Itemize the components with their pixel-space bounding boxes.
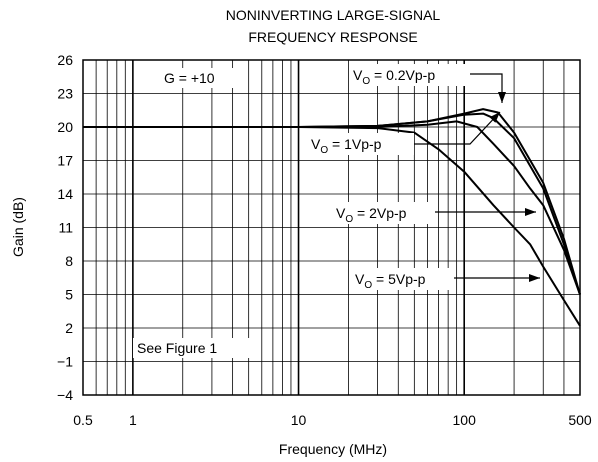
arrow-0-head bbox=[498, 92, 506, 103]
series-label-bg-0 bbox=[350, 64, 470, 86]
arrow-2-head bbox=[525, 208, 536, 216]
chart-title-line2: FREQUENCY RESPONSE bbox=[248, 29, 417, 45]
series-label-2: VO = 2Vp-p bbox=[336, 205, 407, 225]
chart-title-line1: NONINVERTING LARGE-SIGNAL bbox=[226, 7, 441, 23]
series-label-bg-3 bbox=[352, 268, 454, 290]
gain-annotation-bg bbox=[158, 68, 238, 88]
y-tick-label-2: 20 bbox=[57, 119, 73, 135]
arrow-3-head bbox=[529, 274, 540, 282]
y-tick-label-3: 17 bbox=[57, 153, 73, 169]
series-label-0: VO = 0.2Vp-p bbox=[353, 67, 435, 87]
x-tick-label-1: 1 bbox=[129, 412, 137, 428]
series-label-bg-1 bbox=[308, 133, 414, 155]
series-label-3: VO = 5Vp-p bbox=[355, 271, 426, 291]
y-tick-label-10: −4 bbox=[57, 387, 73, 403]
tick-labels: 26 23 20 17 14 11 8 5 2 −1 −40.5 1 10 100 500 bbox=[57, 52, 592, 428]
gain-annotation: G = +10 bbox=[164, 70, 215, 86]
series-label-1: VO = 1Vp-p bbox=[311, 136, 382, 156]
arrow-1-head bbox=[489, 112, 500, 123]
plot-frame bbox=[82, 59, 581, 396]
y-tick-label-1: 23 bbox=[57, 86, 73, 102]
y-tick-label-7: 5 bbox=[65, 287, 73, 303]
x-tick-label-4: 500 bbox=[568, 412, 592, 428]
y-tick-label-6: 8 bbox=[65, 253, 73, 269]
y-tick-label-5: 11 bbox=[58, 220, 73, 236]
see-figure-annotation: See Figure 1 bbox=[137, 340, 217, 356]
see-figure-annotation-bg bbox=[133, 338, 253, 358]
series-label-bg-2 bbox=[333, 202, 435, 224]
series-lines bbox=[83, 108, 581, 327]
arrow-0-line bbox=[470, 73, 503, 103]
annotation-arrows bbox=[414, 73, 540, 282]
x-tick-label-0: 0.5 bbox=[73, 412, 93, 428]
y-tick-label-8: 2 bbox=[65, 320, 73, 336]
arrow-1-line bbox=[414, 111, 501, 145]
x-tick-label-2: 10 bbox=[291, 412, 307, 428]
y-axis-label: Gain (dB) bbox=[10, 197, 26, 257]
y-tick-label-0: 26 bbox=[57, 52, 73, 68]
x-tick-label-3: 100 bbox=[453, 412, 477, 428]
grid bbox=[83, 59, 580, 396]
series-line-3 bbox=[83, 126, 581, 327]
y-tick-label-9: −1 bbox=[57, 354, 73, 370]
x-axis-label: Frequency (MHz) bbox=[279, 441, 387, 457]
y-tick-label-4: 14 bbox=[57, 186, 73, 202]
